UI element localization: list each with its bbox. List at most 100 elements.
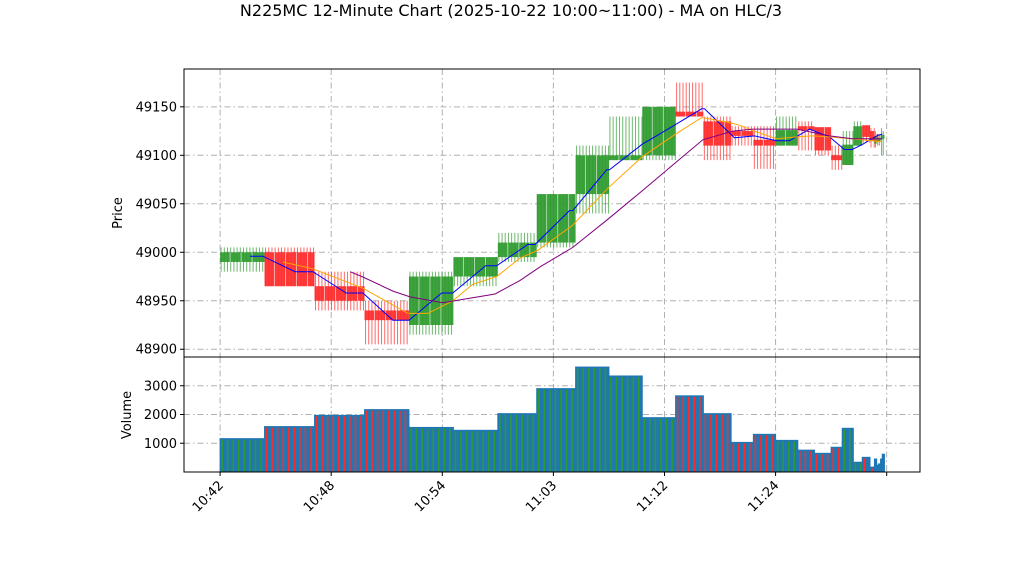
price-bar-body [314, 286, 365, 301]
price-bar-body [842, 144, 854, 165]
price-bar [703, 116, 732, 161]
price-bar [753, 126, 776, 169]
volume-bar [752, 433, 777, 473]
volume-tick-label: 2000 [144, 408, 177, 423]
price-bar-body [575, 155, 609, 195]
price-tick-label: 49100 [136, 149, 177, 164]
ma-line-ma-mid [282, 116, 883, 314]
volume-bars [219, 366, 885, 473]
volume-bar-fill [608, 375, 643, 473]
price-bar-body [814, 127, 832, 151]
price-tick-label: 49150 [136, 100, 177, 115]
price-bar [642, 106, 676, 161]
volume-bar [608, 375, 643, 473]
price-bar-body [642, 106, 676, 156]
volume-tick-label: 1000 [144, 437, 177, 452]
price-bar [220, 247, 265, 272]
price-bar-body [880, 134, 883, 140]
volume-bar [730, 441, 754, 473]
price-bar [814, 127, 832, 156]
volume-bar [852, 461, 863, 473]
x-tick-label: 10:42 [190, 478, 227, 515]
price-axis-label: Price [111, 197, 126, 229]
volume-tick-label: 3000 [144, 379, 177, 394]
price-bar [608, 116, 643, 161]
volume-bar [813, 452, 832, 473]
price-bar [831, 145, 843, 170]
price-bar-body [675, 111, 704, 117]
volume-bar-fill [861, 456, 871, 473]
volume-bar [364, 409, 410, 473]
volume-bar [861, 456, 871, 473]
volume-bar [641, 417, 677, 473]
price-bar [364, 300, 409, 345]
x-tick-label: 11:12 [634, 478, 671, 515]
price-tick-label: 49050 [136, 197, 177, 212]
volume-bar-fill [881, 453, 885, 473]
price-bar [497, 232, 537, 262]
volume-bar [575, 366, 610, 473]
price-bar-body [882, 134, 885, 139]
x-tick-label: 10:48 [301, 478, 338, 515]
price-bar-body [853, 126, 863, 146]
price-tick-label: 48900 [136, 343, 177, 358]
volume-bar-fill [364, 409, 410, 473]
price-bar-body [536, 194, 576, 243]
volume-bar-fill [408, 426, 454, 473]
price-bar [314, 271, 365, 311]
price-bar [882, 131, 885, 156]
price-bar-body [862, 125, 871, 137]
volume-bar [869, 466, 875, 473]
price-bar [853, 121, 863, 146]
volume-bar [314, 414, 366, 473]
price-bar-body [753, 139, 776, 146]
volume-bar [830, 446, 843, 473]
price-tick-label: 48950 [136, 294, 177, 309]
volume-bar [675, 395, 704, 473]
price-bar-body [220, 252, 265, 262]
price-bar-body [731, 131, 754, 136]
volume-bar [702, 413, 732, 473]
volume-bar [797, 449, 815, 473]
x-tick-label: 11:03 [523, 478, 560, 515]
price-bar [675, 82, 704, 117]
price-tick-label: 49000 [136, 246, 177, 261]
price-bar-body [364, 310, 409, 321]
volume-bar-fill [575, 366, 610, 473]
price-bar-body [878, 137, 881, 142]
volume-bar [881, 453, 885, 473]
volume-bar-fill [641, 417, 677, 473]
volume-axis-label: Volume [120, 391, 135, 439]
chart-title: N225MC 12-Minute Chart (2025-10-22 10:00… [240, 1, 782, 20]
price-bar-body [831, 155, 843, 161]
price-bars [220, 82, 885, 345]
price-bar [842, 131, 854, 165]
price-bar [453, 257, 498, 287]
volume-bar [497, 413, 538, 473]
volume-bar [841, 427, 854, 473]
price-bar-body [797, 126, 815, 131]
volume-bar [408, 426, 454, 473]
price-bar-body [874, 135, 877, 144]
volume-bar-fill [219, 438, 266, 473]
volume-bar-fill [452, 429, 499, 473]
price-bar [878, 133, 881, 146]
ma-line-ma-slow [349, 128, 883, 304]
x-tick-label: 11:24 [745, 478, 782, 515]
volume-bar [452, 429, 499, 473]
price-bar [536, 194, 576, 248]
x-tick-label: 10:54 [412, 478, 449, 515]
price-bar [575, 145, 610, 214]
volume-bar [775, 439, 799, 473]
price-bar [408, 271, 454, 335]
price-bar-body [870, 131, 875, 141]
price-bar-body [876, 133, 879, 142]
price-bar [264, 247, 315, 287]
price-bar-body [703, 121, 732, 146]
volume-bar [536, 388, 577, 473]
price-bar-body [453, 257, 498, 277]
price-bar [874, 131, 877, 148]
volume-bar [264, 426, 316, 473]
volume-bar [219, 438, 266, 473]
